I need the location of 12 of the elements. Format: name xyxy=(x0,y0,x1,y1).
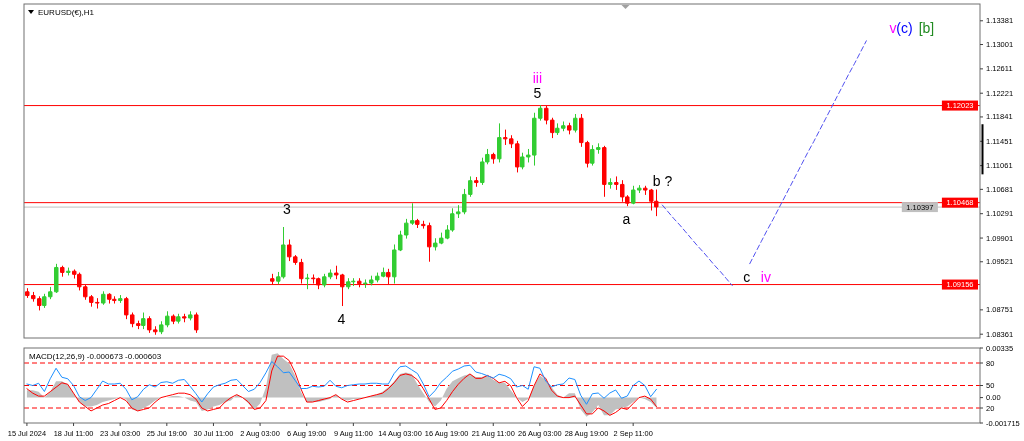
annotation: a xyxy=(622,210,631,227)
annotation: (c) xyxy=(896,20,913,37)
annotation: iii xyxy=(532,70,543,87)
annotation: v xyxy=(889,20,897,37)
annotation: 5 xyxy=(533,84,542,101)
annotation: [b] xyxy=(918,20,935,37)
annotation: b ? xyxy=(652,173,673,190)
annotation: c xyxy=(743,268,751,285)
text: EURUSD(€),H1 xyxy=(38,7,95,17)
annotation: 4 xyxy=(337,310,346,327)
annotation: 3 xyxy=(283,200,291,217)
annotation: iv xyxy=(760,268,771,285)
